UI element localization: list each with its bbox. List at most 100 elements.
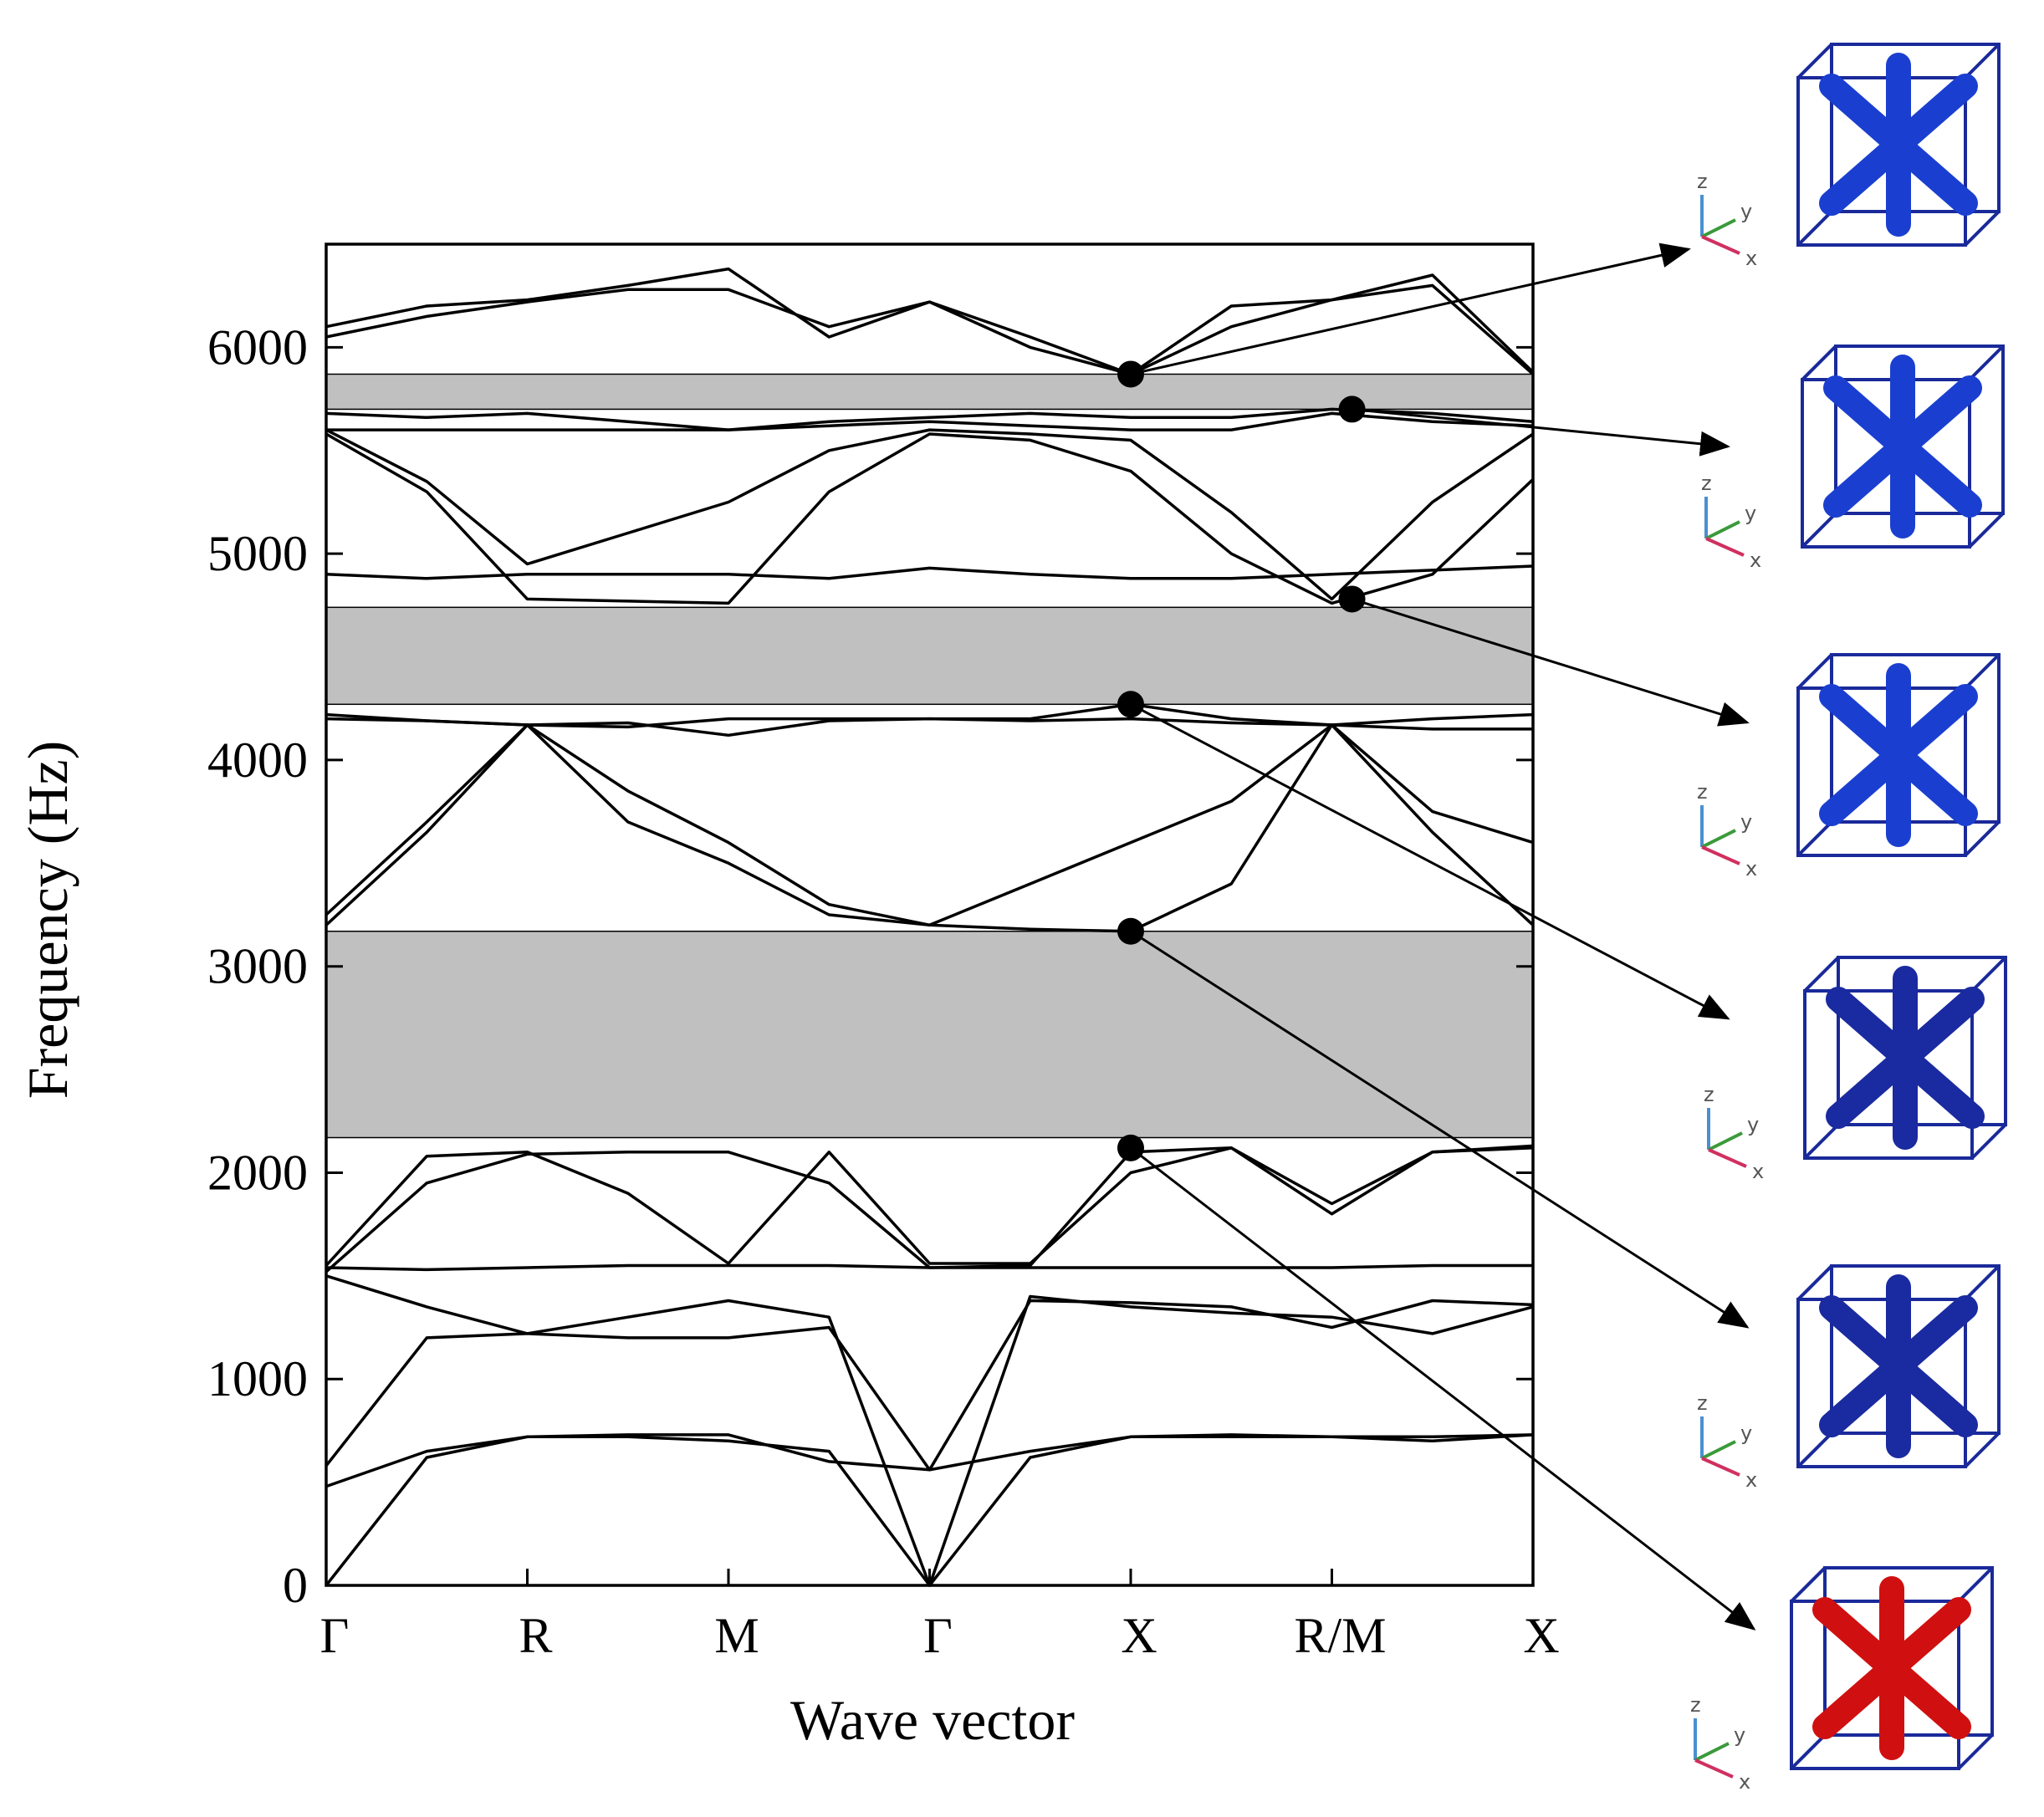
cube-back [1830,1264,2001,1435]
cube-back [1830,653,2001,824]
plot-frame [324,242,1535,1587]
triad-label: x [1745,857,1757,880]
x-tick-label: Γ [923,1608,953,1663]
marker-point [1338,585,1366,613]
y-tick-label: 3000 [207,939,308,994]
triad-x [1694,1758,1734,1779]
cube-edge [1964,43,2001,79]
arrow [1130,930,1750,1329]
triad-label: z [1690,1693,1701,1717]
arrow [1130,1146,1756,1631]
marker-point [1117,360,1144,388]
band-line [325,1274,1534,1472]
y-tick-label: 0 [283,1558,308,1613]
arrow [1130,242,1691,375]
cube-front [1803,989,1974,1160]
triad-y [1701,1440,1736,1460]
x-tick-label: R [519,1608,552,1663]
band-line [325,267,1535,376]
cube-edge [1964,1432,2001,1468]
triad-x [1701,235,1740,255]
cube-back [1834,345,2005,515]
band-gap [325,373,1534,411]
triad-label: z [1697,780,1708,804]
band-line [325,428,1534,601]
triad-y [1705,520,1740,540]
cube-edge [1796,653,1833,690]
band-line [326,411,1534,431]
x-tick-label: X [1121,1608,1157,1663]
band-line [325,432,1535,605]
band-line [325,564,1534,580]
x-tick-label: Γ [320,1608,350,1663]
cube-edge [1968,512,2005,549]
y-axis-label: Frequency (Hz) [16,741,79,1100]
arrow [1352,407,1730,457]
band-gap [325,930,1534,1139]
triad-x [1705,537,1745,557]
cube-front [1796,1298,1967,1468]
mode-shape: zyx [1697,1264,2001,1492]
mode-shape: z y x [1697,43,2001,270]
triad-label: y [1740,1421,1752,1445]
triad-x [1701,845,1740,865]
cube-edge [1801,512,1837,549]
cube-edge [1801,345,1837,381]
cube-edge [1957,1566,1994,1603]
cube-edge [1796,43,1833,79]
cube-edge [1803,1123,1840,1160]
band-line [325,407,1534,431]
triad-label: y [1740,200,1752,223]
y-tick-label: 2000 [207,1145,308,1200]
triad-label: x [1745,247,1757,270]
triad-label: y [1745,502,1756,525]
cube-back [1830,43,2001,213]
cube-edge [1964,653,2001,690]
cube-front [1796,686,1967,857]
cube-front [1801,378,1971,549]
cube-edge [1790,1566,1827,1603]
x-tick-label: R/M [1294,1608,1386,1663]
x-axis-label: Wave vector [790,1688,1075,1752]
triad-label: z [1704,1083,1714,1106]
mode-shape: z y x [1701,345,2005,572]
arrow [1130,702,1730,1020]
cube-back [1823,1566,1994,1737]
cube-edge [1957,1733,1994,1770]
marker-point [1117,691,1144,718]
triad-label: x [1745,1468,1757,1492]
band-line [324,723,1535,933]
band-line [324,1146,1534,1273]
triad-x [1708,1148,1747,1168]
cube-edge [1964,210,2001,247]
band-line [324,1144,1534,1267]
triad-label: x [1750,549,1761,572]
triad-y [1701,829,1736,849]
mode-shape: z yx [1697,653,2001,880]
triad-label: x [1752,1160,1764,1183]
cube-back [1837,956,2007,1126]
band-line [324,1433,1534,1587]
cube-front [1796,76,1967,247]
band-gap [325,606,1534,706]
y-tick-label: 5000 [207,526,308,581]
cube-edge [1970,1123,2007,1160]
triad-label: y [1740,810,1752,834]
x-tick-label: X [1523,1608,1559,1663]
cube-edge [1964,820,2001,857]
cube-edge [1803,956,1840,993]
cube-edge [1796,210,1833,247]
x-tick-label: M [714,1608,759,1663]
triad-label: z [1701,472,1712,495]
triad-label: x [1739,1770,1750,1794]
marker-point [1117,917,1144,945]
y-tick-label: 4000 [207,732,308,788]
triad-label: z [1697,170,1708,193]
triad-x [1701,1457,1740,1477]
cube-edge [1796,820,1833,857]
triad-label: y [1747,1113,1759,1136]
cube-front [1790,1600,1960,1770]
y-tick-label: 6000 [207,319,308,375]
cube-edge [1796,1432,1833,1468]
